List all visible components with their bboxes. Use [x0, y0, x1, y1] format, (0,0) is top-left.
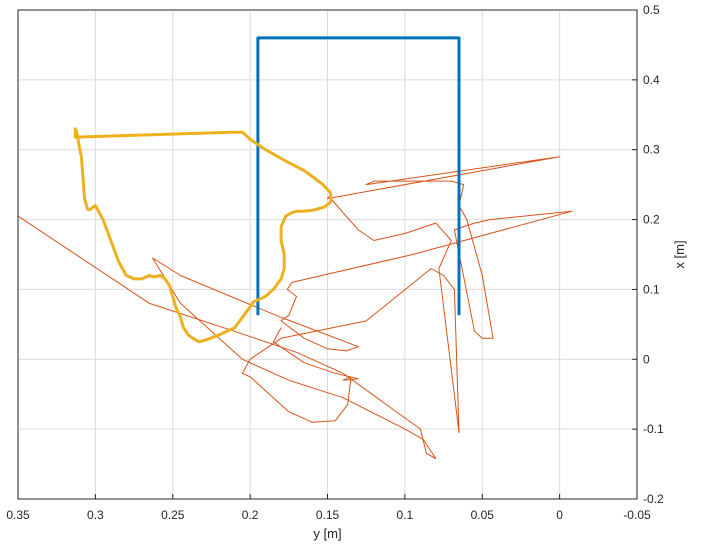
x-tick-label: -0.05: [623, 508, 651, 522]
series-line-1: [17, 156, 573, 459]
y-tick-label: 0: [643, 352, 650, 366]
x-tick-label: 0.3: [87, 508, 104, 522]
x-tick-label: 0.15: [316, 508, 340, 522]
plot-series: [17, 36, 573, 459]
y-tick-label: 0.5: [643, 3, 660, 17]
y-axis-label: x [m]: [672, 240, 687, 268]
y-tick-label: -0.2: [643, 492, 664, 506]
y-tick-label: 0.3: [643, 143, 660, 157]
x-tick-label: 0.1: [397, 508, 414, 522]
x-tick-label: 0.35: [6, 508, 30, 522]
y-tick-label: 0.1: [643, 282, 660, 296]
x-axis-label: y [m]: [313, 526, 341, 541]
x-tick-label: 0.05: [471, 508, 495, 522]
axis-ticks: 0.35 0.3 0.25 0.2 0.15 0.1 0.05 0 -0.05 0.5 0.4 0.3…: [6, 3, 664, 522]
y-tick-label: 0.2: [643, 213, 660, 227]
grid-lines: [17, 9, 638, 500]
series-line-2: [256, 36, 461, 316]
y-tick-label: -0.1: [643, 422, 664, 436]
y-tick-label: 0.4: [643, 73, 660, 87]
x-tick-label: 0.25: [161, 508, 185, 522]
series-line-3: [73, 127, 333, 344]
x-tick-label: 0.2: [242, 508, 259, 522]
x-tick-label: 0: [556, 508, 563, 522]
